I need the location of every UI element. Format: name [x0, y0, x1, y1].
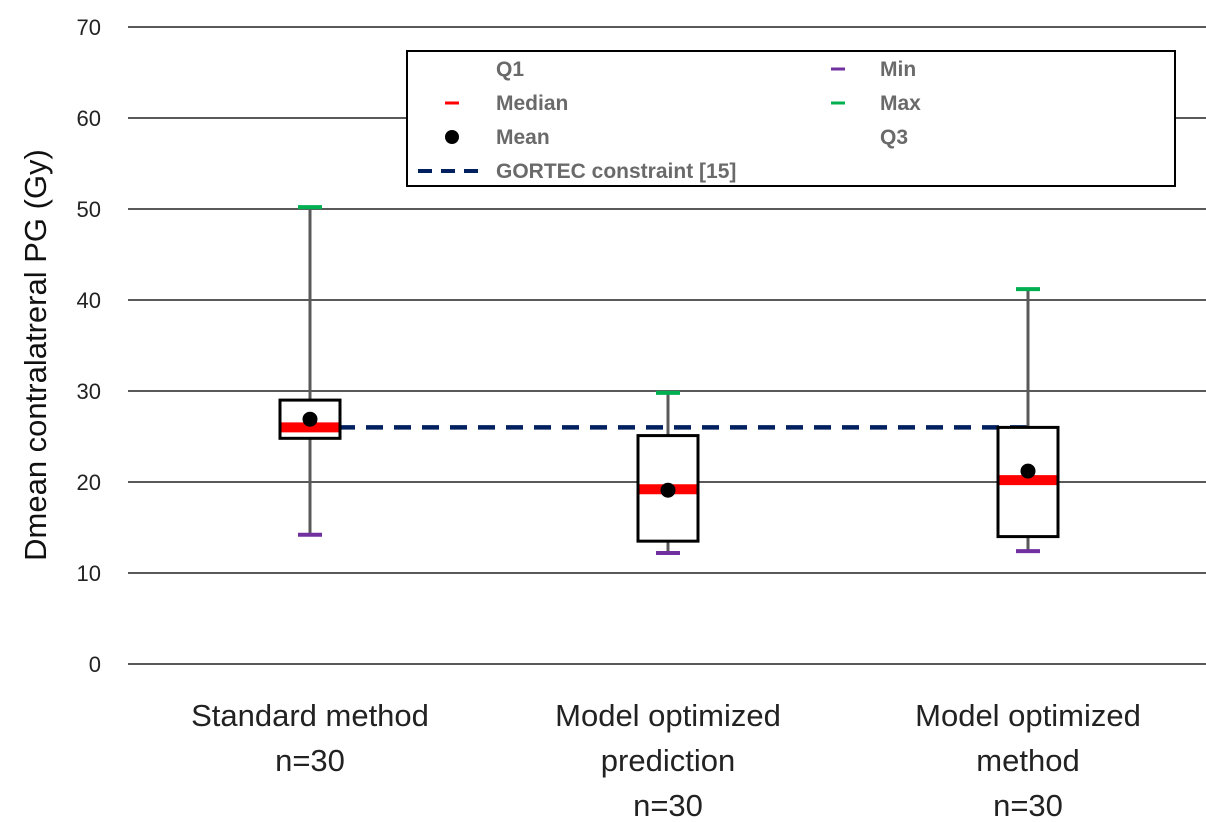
mean-marker — [660, 482, 676, 498]
y-tick-label-60: 60 — [77, 106, 101, 131]
legend-frame — [406, 50, 1176, 187]
category-label-3-line-2: method — [976, 743, 1079, 778]
y-tick-label-30: 30 — [77, 379, 101, 404]
legend-label: Min — [880, 58, 916, 81]
legend-label: Mean — [496, 126, 550, 149]
legend-label: Median — [496, 92, 568, 115]
mean-marker — [1020, 463, 1036, 479]
legend-item-gortec-constraint-15: GORTEC constraint [15] — [418, 160, 736, 183]
legend-label: Q1 — [496, 58, 524, 81]
category-label-1-line-1: Standard method — [191, 698, 429, 733]
legend-item-max: Max — [831, 92, 921, 115]
category-label-3-line-3: n=30 — [993, 788, 1063, 822]
legend-label: Q3 — [880, 126, 908, 149]
mean-marker — [302, 411, 318, 427]
category-label-3-line-1: Model optimized — [915, 698, 1141, 733]
y-tick-label-20: 20 — [77, 470, 101, 495]
legend-label: GORTEC constraint [15] — [496, 160, 736, 183]
category-label-1-line-2: n=30 — [275, 743, 345, 778]
y-tick-label-10: 10 — [77, 561, 101, 586]
legend-item-q3: Q3 — [880, 126, 908, 149]
category-label-2-line-2: prediction — [601, 743, 735, 778]
box-2 — [636, 390, 700, 555]
legend-label: Max — [880, 92, 921, 115]
y-tick-label-40: 40 — [77, 288, 101, 313]
box-3 — [996, 287, 1060, 554]
legend-item-q1: Q1 — [496, 58, 524, 81]
category-label-2-line-3: n=30 — [633, 788, 703, 822]
y-axis-ticks: 0 10 20 30 40 50 60 70 — [77, 15, 101, 677]
box-series — [278, 205, 1060, 555]
legend-item-min: Min — [831, 58, 916, 81]
box-1 — [278, 205, 342, 537]
y-tick-label-0: 0 — [89, 652, 101, 677]
y-tick-label-50: 50 — [77, 197, 101, 222]
legend-mean-swatch — [445, 130, 459, 144]
category-label-2-line-1: Model optimized — [555, 698, 781, 733]
legend-item-mean: Mean — [445, 126, 550, 149]
legend: Q1 Min Median Max Mean Q3 GORTEC constraint [1… — [406, 50, 1176, 187]
legend-item-median: Median — [445, 92, 568, 115]
y-axis-label: Dmean contralatreral PG (Gy) — [18, 149, 53, 561]
x-axis-categories: Standard method n=30 Model optimized predic… — [191, 698, 1141, 822]
y-tick-label-70: 70 — [77, 15, 101, 40]
